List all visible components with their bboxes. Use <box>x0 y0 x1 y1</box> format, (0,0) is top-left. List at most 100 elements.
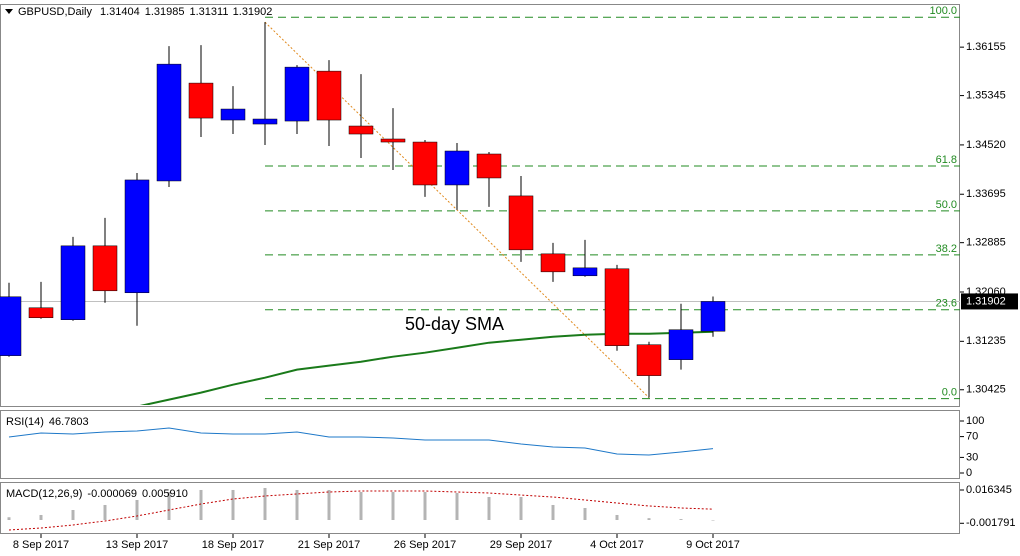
rsi-header: RSI(14) 46.7803 <box>6 416 89 428</box>
candle-body <box>124 179 150 294</box>
current-price-box <box>961 293 1018 310</box>
candle-body <box>604 268 630 346</box>
macd-bar <box>103 504 107 520</box>
fib-label: 61.8 <box>936 154 957 166</box>
y-tick-label: 1.36155 <box>966 41 1006 53</box>
macd-bar <box>455 492 459 520</box>
candle-body <box>0 296 22 356</box>
macd-bar <box>647 518 651 520</box>
y-tick-label: 1.31235 <box>966 335 1006 347</box>
y-tick-label: 100 <box>966 415 984 427</box>
y-tick-label: 70 <box>966 431 978 443</box>
fib-label: 100.0 <box>929 5 957 17</box>
candle-body <box>348 125 374 135</box>
macd-panel <box>0 482 960 534</box>
y-tick-label: 0 <box>966 467 972 479</box>
x-tick-label: 18 Sep 2017 <box>202 539 264 551</box>
macd-bar <box>711 520 715 521</box>
candle-body <box>700 301 726 332</box>
signal-value: 0.005910 <box>142 488 188 500</box>
high-value: 1.31985 <box>145 6 185 18</box>
rsi-value: 46.7803 <box>49 416 89 428</box>
fib-label: 50.0 <box>936 199 957 211</box>
x-tick-label: 29 Sep 2017 <box>490 539 552 551</box>
y-tick-label: 1.35345 <box>966 89 1006 101</box>
candle-body <box>540 253 566 273</box>
rsi-title: RSI(14) <box>6 416 44 428</box>
close-value: 1.31902 <box>233 6 273 18</box>
macd-title: MACD(12,26,9) <box>6 488 82 500</box>
macd-bar <box>71 510 75 520</box>
macd-bar <box>295 489 299 520</box>
macd-bar <box>39 514 43 520</box>
macd-bar <box>615 514 619 520</box>
price-header: GBPUSD,Daily 1.31404 1.31985 1.31311 1.31902 <box>18 6 272 18</box>
rsi-plot <box>8 427 714 456</box>
candle-body <box>508 195 534 251</box>
x-tick-label: 4 Oct 2017 <box>590 539 644 551</box>
price-plot <box>0 16 960 405</box>
x-tick-label: 21 Sep 2017 <box>298 539 360 551</box>
candle-body <box>188 82 214 119</box>
y-tick-label: 1.33695 <box>966 188 1006 200</box>
fib-label: 38.2 <box>936 243 957 255</box>
macd-bar <box>551 504 555 520</box>
low-value: 1.31311 <box>190 6 229 18</box>
candle-body <box>156 63 182 182</box>
open-value: 1.31404 <box>100 6 140 18</box>
candle-body <box>28 307 54 319</box>
fib-label: 23.6 <box>936 298 957 310</box>
candle-body <box>284 66 310 122</box>
macd-header: MACD(12,26,9) -0.000069 0.005910 <box>6 488 188 500</box>
macd-bar <box>583 508 587 520</box>
macd-bar <box>327 489 331 520</box>
candle-body <box>636 344 662 376</box>
candle-body <box>316 70 342 121</box>
macd-bar <box>135 499 139 520</box>
fib-label: 0.0 <box>942 387 957 399</box>
x-tick-label: 13 Sep 2017 <box>106 539 168 551</box>
candle-body <box>476 153 502 179</box>
price-panel <box>0 4 960 407</box>
y-tick-label: 0.016345 <box>966 484 1012 496</box>
macd-bar <box>7 517 11 520</box>
macd-bar <box>231 489 235 520</box>
macd-bar <box>487 496 491 520</box>
macd-bar <box>167 491 171 520</box>
candle-body <box>220 108 246 121</box>
macd-bar <box>359 491 363 520</box>
candle-body <box>412 141 438 186</box>
x-tick-label: 26 Sep 2017 <box>394 539 456 551</box>
candle-body <box>444 150 470 186</box>
sma-annotation: 50-day SMA <box>405 314 504 334</box>
x-tick-label: 8 Sep 2017 <box>13 539 69 551</box>
menu-triangle[interactable] <box>5 9 13 14</box>
rsi-panel <box>0 410 960 479</box>
current-price-label: 1.31902 <box>966 295 1006 307</box>
y-tick-label: 1.30425 <box>966 384 1006 396</box>
macd-bar <box>423 491 427 520</box>
signal-line <box>8 490 714 531</box>
macd-bar <box>519 496 523 520</box>
x-tick-label: 9 Oct 2017 <box>686 539 740 551</box>
candle-body <box>668 329 694 360</box>
macd-bar <box>679 519 683 520</box>
candle-body <box>60 245 86 320</box>
symbol: GBPUSD,Daily <box>18 6 92 18</box>
rsi-line <box>8 427 714 456</box>
macd-bar <box>391 491 395 520</box>
candle-body <box>92 245 118 292</box>
y-tick-label: 1.32885 <box>966 237 1006 249</box>
candle-body <box>572 267 598 277</box>
macd-bar <box>263 487 267 520</box>
candle-body <box>252 118 278 125</box>
candle-body <box>380 138 406 143</box>
macd-plot <box>7 487 715 531</box>
macd-bar <box>199 489 203 520</box>
y-tick-label: -0.001791 <box>966 517 1016 529</box>
axes: 1.361551.353451.345201.336951.328851.320… <box>13 5 1016 551</box>
macd-value: -0.000069 <box>87 488 137 500</box>
y-tick-label: 30 <box>966 451 978 463</box>
y-tick-label: 1.34520 <box>966 139 1006 151</box>
